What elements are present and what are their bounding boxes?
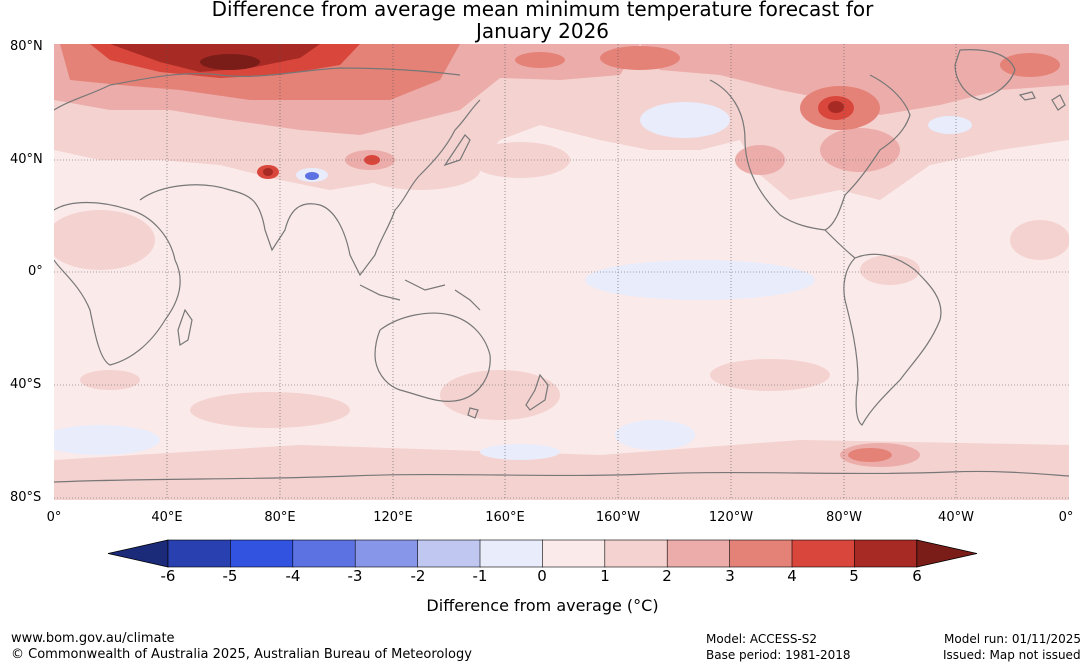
lon-label-40e: 40°E bbox=[151, 510, 183, 525]
lon-label-120e: 120°E bbox=[373, 510, 413, 525]
colorbar-swatch bbox=[354, 539, 419, 568]
colorbar-swatch bbox=[666, 539, 731, 568]
colorbar-tick-label: 0 bbox=[537, 567, 547, 585]
colorbar-tick-label: 1 bbox=[600, 567, 610, 585]
colorbar-swatch bbox=[417, 539, 481, 568]
colorbar-tick-label: 2 bbox=[662, 567, 672, 585]
colorbar-tick-label: 6 bbox=[912, 567, 922, 585]
map-title-line-1: Difference from average mean minimum tem… bbox=[211, 0, 874, 21]
lat-label-40s: 40°S bbox=[10, 377, 42, 392]
map-title-line-2: January 2026 bbox=[475, 19, 610, 43]
lon-label-80e: 80°E bbox=[264, 510, 296, 525]
lon-label-160w: 160°W bbox=[595, 510, 641, 525]
colorbar-tick-label: -5 bbox=[222, 567, 238, 585]
colorbar bbox=[107, 539, 978, 568]
colorbar-tick-label: 4 bbox=[787, 567, 797, 585]
footer-issued: Issued: Map not issued bbox=[943, 648, 1081, 662]
colorbar-tick-label: 5 bbox=[849, 567, 859, 585]
footer-website: www.bom.gov.au/climate bbox=[11, 631, 175, 646]
lon-label-80w: 80°W bbox=[826, 510, 862, 525]
lon-label-40w: 40°W bbox=[938, 510, 974, 525]
footer-base-period: Base period: 1981-2018 bbox=[706, 648, 851, 662]
graticule bbox=[54, 44, 1069, 500]
footer-copyright: © Commonwealth of Australia 2025, Austra… bbox=[11, 647, 472, 662]
lat-label-40n: 40°N bbox=[10, 152, 43, 167]
colorbar-swatch bbox=[542, 539, 606, 568]
colorbar-extend-high bbox=[916, 539, 978, 568]
colorbar-swatch bbox=[230, 539, 294, 568]
colorbar-tick-label: -3 bbox=[347, 567, 363, 585]
colorbar-tick-label: -2 bbox=[410, 567, 426, 585]
colorbar-tick-label: -1 bbox=[472, 567, 488, 585]
lon-label-0-left: 0° bbox=[46, 510, 62, 525]
lat-label-0: 0° bbox=[28, 264, 43, 279]
lon-label-0-right: 0° bbox=[1058, 510, 1074, 525]
lon-label-120w: 120°W bbox=[708, 510, 754, 525]
colorbar-swatch bbox=[604, 539, 668, 568]
footer-model: Model: ACCESS-S2 bbox=[706, 632, 818, 646]
anomaly-above-6-zones bbox=[200, 54, 260, 70]
coastlines bbox=[54, 49, 1069, 483]
colorbar-swatch bbox=[167, 539, 232, 568]
colorbar-tick-label: 3 bbox=[725, 567, 735, 585]
colorbar-swatch bbox=[854, 539, 918, 568]
colorbar-swatch bbox=[791, 539, 856, 568]
colorbar-swatch bbox=[292, 539, 356, 568]
lat-label-80s: 80°S bbox=[10, 490, 42, 505]
colorbar-swatch bbox=[479, 539, 544, 568]
colorbar-swatch bbox=[729, 539, 793, 568]
colorbar-tick-label: -4 bbox=[285, 567, 301, 585]
cold-anomaly-spot bbox=[305, 172, 319, 180]
colorbar-tick-label: -6 bbox=[160, 567, 176, 585]
lon-label-160e: 160°E bbox=[485, 510, 525, 525]
colorbar-extend-low bbox=[107, 539, 169, 568]
footer-model-run: Model run: 01/11/2025 bbox=[944, 632, 1082, 646]
anomaly-field bbox=[54, 44, 1069, 500]
anomaly-minus-1-0-zones bbox=[54, 102, 972, 460]
lat-label-80n: 80°N bbox=[10, 39, 43, 54]
colorbar-title: Difference from average (°C) bbox=[426, 596, 659, 615]
